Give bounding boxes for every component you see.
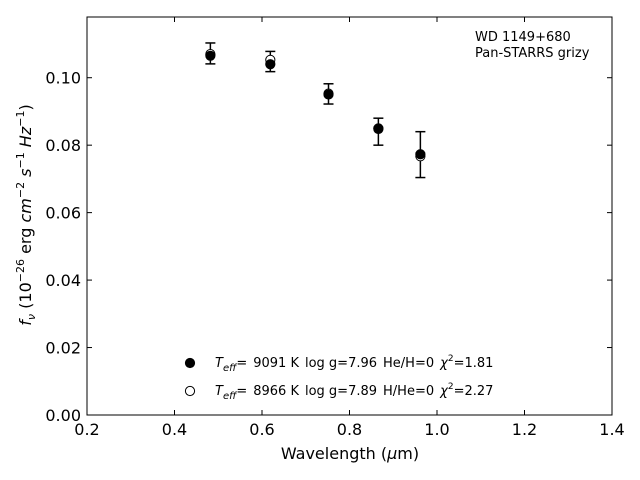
data-points: [205, 49, 426, 162]
legend-1-logg: log g=7.96: [305, 356, 377, 371]
x-tick-label: 0.6: [249, 420, 274, 439]
x-axis-label-main: Wavelength (: [281, 444, 387, 463]
legend-1-teff: T: [215, 356, 224, 371]
x-axis-label-unit: m): [397, 444, 419, 463]
y-label-f: f: [16, 318, 35, 326]
legend-2-chi: χ: [439, 384, 449, 399]
model-point-filled: [323, 89, 334, 100]
y-tick-label: 0.10: [45, 69, 81, 88]
annotation-object: WD 1149+680: [475, 30, 571, 45]
y-tick-label: 0.04: [45, 271, 81, 290]
annotation: WD 1149+680 Pan-STARRS grizy: [475, 30, 590, 61]
legend-1-teff-sub: eff: [223, 363, 238, 374]
y-label-exp4: −1: [14, 111, 27, 127]
y-label-cm: cm: [16, 198, 35, 222]
y-label-exp2: −2: [14, 182, 27, 198]
y-label-open: (10: [16, 282, 35, 314]
x-tick-label: 0.4: [162, 420, 187, 439]
x-tick-label: 1.2: [512, 420, 537, 439]
y-tick-label: 0.02: [45, 339, 81, 358]
y-label-erg: erg: [16, 223, 35, 259]
y-tick-label: 0.08: [45, 136, 81, 155]
model-point-filled: [205, 50, 216, 61]
x-tick-label: 0.2: [74, 420, 99, 439]
legend-2-logg: log g=7.89: [305, 384, 377, 399]
legend-marker-filled: [184, 357, 196, 369]
legend-entry-1: Teff= 9091 K log g=7.96 He/H=0 χ2=1.81: [215, 354, 493, 374]
legend-marker-open: [184, 385, 196, 397]
legend-1-teff-value: 9091 K: [253, 356, 299, 371]
y-label-s: s: [16, 169, 35, 182]
x-axis-label: Wavelength (μm): [281, 444, 419, 463]
x-tick-label: 0.8: [337, 420, 362, 439]
y-label-nu: ν: [25, 314, 38, 320]
y-label-hz: Hz: [16, 126, 35, 152]
legend-1-comp: He/H=0: [383, 356, 434, 371]
legend-1-chi-value: =1.81: [454, 356, 494, 371]
x-tick-label: 1.4: [599, 420, 624, 439]
annotation-survey: Pan-STARRS grizy: [475, 46, 590, 61]
plot-frame: [86, 16, 613, 416]
legend-2-teff-sub: eff: [223, 391, 238, 402]
y-label-exp1: −26: [14, 259, 27, 282]
y-axis-label: fν (10−26 erg cm−2 s−1 Hz−1): [14, 104, 38, 325]
legend-1-chi-sup: 2: [448, 354, 454, 364]
legend-2-teff-eq: =: [236, 384, 247, 399]
x-axis-label-mu: μ: [386, 444, 397, 463]
model-point-filled: [265, 59, 276, 70]
legend-entry-2: Teff= 8966 K log g=7.89 H/He=0 χ2=2.27: [215, 382, 493, 402]
y-label-close: ): [16, 104, 35, 110]
legend-2-teff-value: 8966 K: [253, 384, 299, 399]
legend-2-chi-value: =2.27: [454, 384, 494, 399]
y-axis-ticks: 0.00 0.02 0.04 0.06 0.08 0.10: [45, 69, 612, 425]
legend-2-chi-sup: 2: [448, 382, 454, 392]
model-point-filled: [373, 123, 384, 135]
legend-2-teff: T: [215, 384, 224, 399]
legend-1-teff-eq: =: [236, 356, 247, 371]
legend-2-comp: H/He=0: [383, 384, 434, 399]
model-point-filled: [415, 149, 426, 160]
y-tick-label: 0.06: [45, 204, 81, 223]
legend-1-chi: χ: [439, 356, 449, 371]
y-label-exp3: −1: [14, 152, 27, 168]
x-tick-label: 1.0: [424, 420, 449, 439]
y-tick-label: 0.00: [45, 406, 81, 425]
